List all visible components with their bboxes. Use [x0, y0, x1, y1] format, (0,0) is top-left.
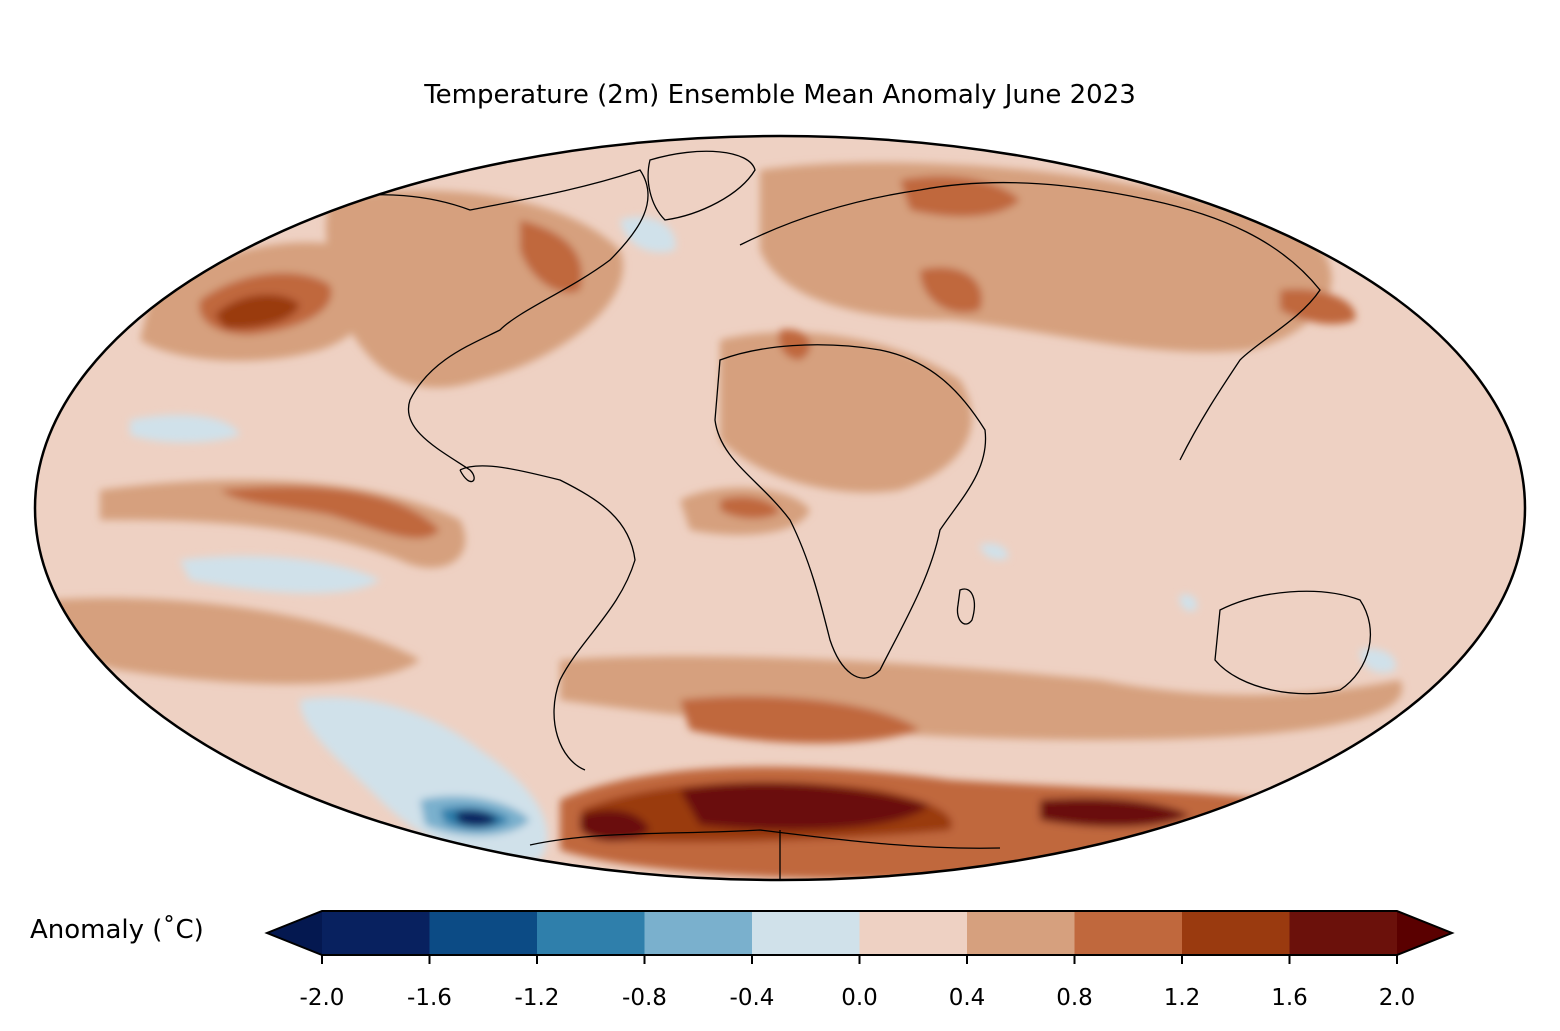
colorbar-tick-label: -1.2: [515, 985, 560, 1011]
colorbar-bin-7: [1074, 911, 1183, 955]
colorbar-bin-0: [322, 911, 430, 955]
south-pacific-warm-band: [50, 598, 420, 684]
colorbar-tick-label: 2.0: [1379, 985, 1416, 1011]
colorbar-tick-label: -2.0: [300, 985, 345, 1011]
pacific-cool-patch: [180, 556, 380, 594]
colorbar-tick-label: 1.6: [1271, 985, 1308, 1011]
colorbar-bin-6: [967, 911, 1075, 955]
coastlines: [329, 150, 1372, 880]
antarctic-strong-warm: [680, 782, 930, 830]
colorbar-over-arrow: [1397, 911, 1452, 955]
colorbar-tick-label: -1.6: [407, 985, 452, 1011]
colorbar-bin-9: [1289, 911, 1398, 955]
colorbar-bin-8: [1182, 911, 1290, 955]
colorbar-label: Anomaly (˚C): [30, 915, 204, 945]
colorbar: -2.0 -1.6 -1.2 -0.8 -0.4 0.0 0.4 0.8 1.2 1.6 2.0: [264, 910, 1455, 1011]
colorbar-bin-5: [859, 911, 968, 955]
colorbar-bin-2: [537, 911, 645, 955]
africa-warm: [720, 332, 972, 493]
strong-cool-core: [455, 810, 498, 827]
globe-outline: [33, 134, 1527, 882]
map-title: Temperature (2m) Ensemble Mean Anomaly J…: [424, 80, 1136, 110]
colorbar-bin-3: [644, 911, 753, 955]
colorbar-under-arrow: [267, 911, 322, 955]
colorbar-tick-label: 0.8: [1056, 985, 1093, 1011]
anomaly-field: [35, 136, 1525, 880]
colorbar-bin-1: [429, 911, 538, 955]
colorbar-bin-4: [752, 911, 860, 955]
colorbar-tick-label: -0.4: [730, 985, 775, 1011]
colorbar-tick-label: 1.2: [1164, 985, 1201, 1011]
colorbar-tick-label: 0.4: [949, 985, 986, 1011]
colorbar-tick-label: -0.8: [622, 985, 667, 1011]
colorbar-tick-label: 0.0: [841, 985, 878, 1011]
